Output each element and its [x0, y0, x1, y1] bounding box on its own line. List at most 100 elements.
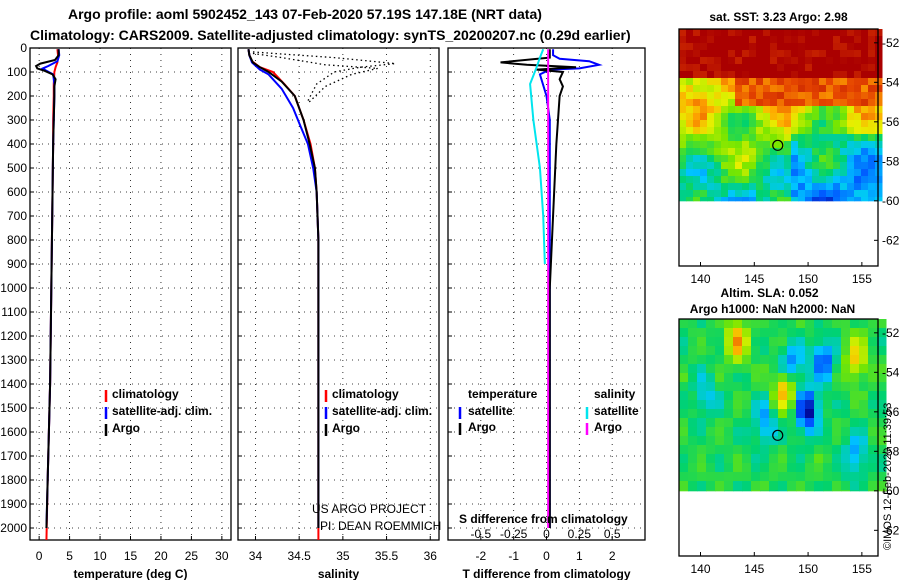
heatmap-cell: [749, 113, 757, 121]
heatmap-cell: [688, 391, 698, 401]
heatmap-cell: [796, 418, 806, 428]
heatmap-cell: [798, 120, 806, 128]
salinity-panel: 34 34.5 35 35.5 36 salinity climatology satelli…: [237, 47, 441, 581]
heatmap-cell: [819, 148, 827, 156]
x-tick-label: 34.5: [287, 549, 311, 563]
heatmap-cell: [760, 319, 770, 329]
heatmap-cell: [742, 373, 752, 383]
heatmap-cell: [770, 190, 778, 198]
heatmap-cell: [787, 481, 797, 491]
heatmap-cell: [679, 427, 689, 437]
heatmap-cell: [798, 99, 806, 107]
heatmap-cell: [854, 141, 862, 149]
heatmap-cell: [791, 85, 799, 93]
heatmap-cell: [796, 391, 806, 401]
heatmap-cell: [724, 427, 734, 437]
heatmap-cell: [714, 162, 722, 170]
heatmap-cell: [823, 472, 833, 482]
heatmap-cell: [823, 445, 833, 455]
heatmap-cell: [796, 490, 806, 492]
heatmap-cell: [707, 113, 715, 121]
series-line: [247, 49, 320, 528]
heatmap-cell: [769, 454, 779, 464]
heatmap-cell: [826, 176, 834, 184]
heatmap-cell: [861, 113, 869, 121]
heatmap-cell: [700, 64, 708, 72]
heatmap-cell: [756, 141, 764, 149]
heatmap-cell: [805, 391, 815, 401]
heatmap-cell: [819, 169, 827, 177]
heatmap-cell: [791, 134, 799, 142]
heatmap-cell: [875, 148, 883, 156]
heatmap-cell: [841, 436, 851, 446]
heatmap-cell: [814, 328, 824, 338]
heatmap-cell: [733, 346, 743, 356]
heatmap-cell: [798, 176, 806, 184]
heatmap-cell: [798, 183, 806, 191]
heatmap-cell: [833, 127, 841, 135]
heatmap-cell: [733, 490, 743, 492]
temperature-panel: 0100200300400500600700800900100011001200…: [0, 41, 232, 581]
y-tick-label: 300: [7, 113, 27, 127]
heatmap-cell: [868, 113, 876, 121]
heatmap-cell: [826, 190, 834, 198]
heatmap-cell: [751, 454, 761, 464]
heatmap-cell: [706, 409, 716, 419]
heatmap-cell: [693, 162, 701, 170]
heatmap-cell: [693, 155, 701, 163]
heatmap-cell: [850, 346, 860, 356]
heatmap-cell: [686, 57, 694, 65]
heatmap-cell: [784, 155, 792, 163]
heatmap-cell: [875, 162, 883, 170]
heatmap-cell: [706, 490, 716, 492]
heatmap-cell: [756, 190, 764, 198]
heatmap-cell: [805, 148, 813, 156]
heatmap-cell: [841, 427, 851, 437]
heatmap-cell: [787, 382, 797, 392]
heatmap-cell: [850, 463, 860, 473]
heatmap-cell: [832, 481, 842, 491]
heatmap-cell: [706, 382, 716, 392]
heatmap-cell: [868, 141, 876, 149]
heatmap-cell: [686, 148, 694, 156]
heatmap-cell: [823, 364, 833, 374]
heatmap-cell: [707, 183, 715, 191]
heatmap-cell: [742, 141, 750, 149]
heatmap-cell: [854, 99, 862, 107]
heatmap-cell: [778, 409, 788, 419]
heatmap-cell: [728, 71, 736, 79]
heatmap-cell: [742, 436, 752, 446]
heatmap-cell: [868, 319, 878, 329]
heatmap-cell: [868, 64, 876, 72]
heatmap-cell: [777, 176, 785, 184]
heatmap-cell: [777, 36, 785, 44]
heatmap-cell: [763, 57, 771, 65]
heatmap-cell: [706, 454, 716, 464]
heatmap-cell: [798, 29, 806, 37]
heatmap-cell: [805, 355, 815, 365]
heatmap-cell: [693, 190, 701, 198]
heatmap-cell: [742, 162, 750, 170]
heatmap-cell: [724, 463, 734, 473]
heatmap-cell: [693, 29, 701, 37]
heatmap-cell: [777, 183, 785, 191]
heatmap-cell: [724, 454, 734, 464]
heatmap-cell: [796, 463, 806, 473]
heatmap-cell: [777, 64, 785, 72]
heatmap-cell: [791, 29, 799, 37]
heatmap-cell: [847, 183, 855, 191]
x-tick-label: 20: [154, 549, 168, 563]
heatmap-cell: [784, 127, 792, 135]
heatmap-cell: [756, 176, 764, 184]
heatmap-cell: [812, 78, 820, 86]
heatmap-cell: [814, 409, 824, 419]
heatmap-cell: [778, 382, 788, 392]
heatmap-cell: [805, 113, 813, 121]
heatmap-cell: [796, 364, 806, 374]
heatmap-cell: [798, 106, 806, 114]
heatmap-cell: [756, 64, 764, 72]
heatmap-cell: [700, 113, 708, 121]
heatmap-cell: [693, 50, 701, 58]
heatmap-cell: [847, 127, 855, 135]
heatmap-cell: [735, 197, 743, 202]
